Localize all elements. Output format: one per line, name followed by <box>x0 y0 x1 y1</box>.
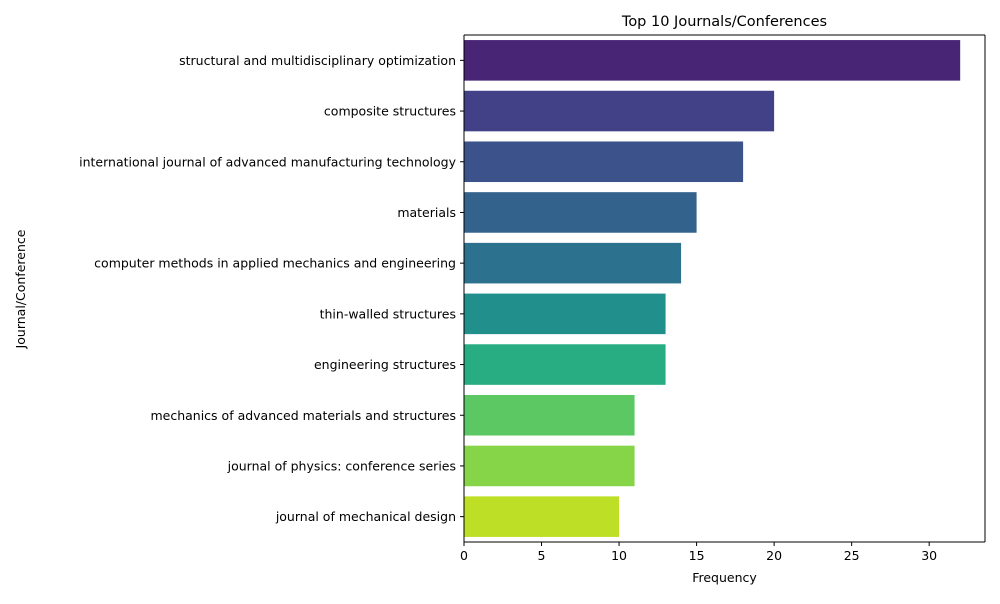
bar <box>464 496 620 537</box>
x-tick-label: 0 <box>460 548 468 563</box>
x-tick-label: 25 <box>844 548 860 563</box>
y-tick-label: international journal of advanced manufa… <box>79 154 456 169</box>
y-tick-label: journal of mechanical design <box>275 509 456 524</box>
bar <box>464 90 775 132</box>
x-tick-label: 20 <box>766 548 782 563</box>
y-tick-label: engineering structures <box>314 357 456 372</box>
x-tick-label: 10 <box>611 548 627 563</box>
bar <box>464 445 635 487</box>
bar <box>464 40 961 81</box>
bar <box>464 141 744 183</box>
y-tick-label: structural and multidisciplinary optimiz… <box>179 53 456 68</box>
x-tick-label: 5 <box>538 548 546 563</box>
y-tick-label: mechanics of advanced materials and stru… <box>150 408 456 423</box>
y-tick-label: thin-walled structures <box>320 306 456 321</box>
x-ticks-group: 0 5 10 15 20 25 30 <box>460 542 937 563</box>
x-tick-label: 15 <box>689 548 705 563</box>
bars-group <box>464 40 961 537</box>
y-ticks-group: structural and multidisciplinary optimiz… <box>79 53 464 524</box>
bar <box>464 192 697 233</box>
bar <box>464 394 635 436</box>
y-tick-label: materials <box>397 205 456 220</box>
chart-title: Top 10 Journals/Conferences <box>621 14 827 30</box>
bar <box>464 344 666 385</box>
y-tick-label: composite structures <box>324 104 456 119</box>
x-axis-label: Frequency <box>692 570 757 585</box>
y-axis-label: Journal/Conference <box>13 229 28 349</box>
bar <box>464 242 682 284</box>
y-tick-label: computer methods in applied mechanics an… <box>94 256 456 271</box>
x-tick-label: 30 <box>921 548 937 563</box>
y-tick-label: journal of physics: conference series <box>227 458 456 473</box>
bar <box>464 293 666 335</box>
axes-frame <box>463 34 986 543</box>
